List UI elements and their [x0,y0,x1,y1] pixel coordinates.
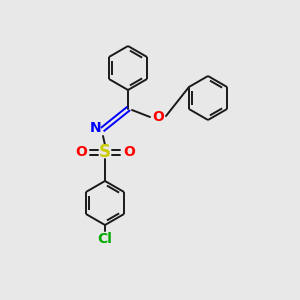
Text: S: S [99,143,111,161]
Text: N: N [90,121,102,135]
Text: O: O [75,145,87,159]
Text: O: O [123,145,135,159]
Text: Cl: Cl [98,232,112,246]
Text: O: O [152,110,164,124]
